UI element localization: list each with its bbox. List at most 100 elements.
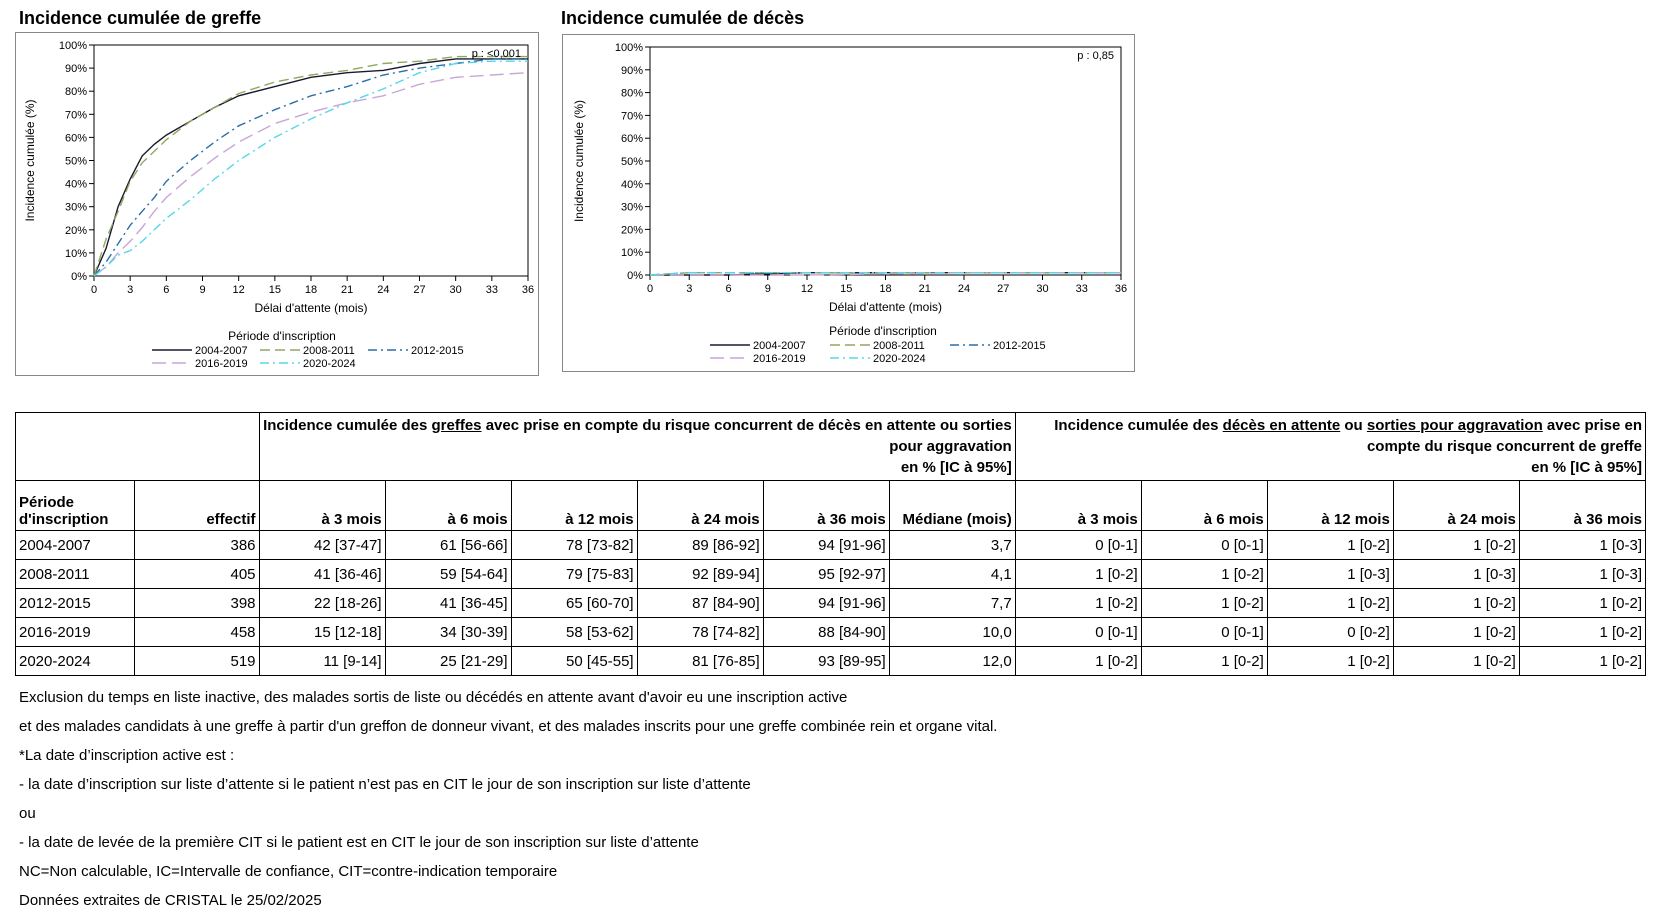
column-header: à 36 mois — [762, 480, 890, 531]
footnote-line: ou — [19, 805, 36, 822]
table-cell: 12,0 — [888, 646, 1016, 676]
y-tick-label: 50% — [621, 156, 643, 168]
x-tick-label: 9 — [765, 283, 771, 295]
table-cell: 1 [0-2] — [1140, 588, 1268, 618]
series-line — [93, 72, 529, 277]
column-header: à 24 mois — [636, 480, 764, 531]
table-cell: 41 [36-46] — [258, 559, 386, 589]
group1-text-underlined: greffes — [431, 417, 482, 434]
table-cell: 1 [0-2] — [1014, 588, 1142, 618]
group1-unit: en % [IC à 95%] — [900, 459, 1012, 476]
table-cell: 1 [0-2] — [1140, 646, 1268, 676]
x-tick-label: 3 — [127, 284, 133, 296]
table-cell: 22 [18-26] — [258, 588, 386, 618]
group1-text-post: avec prise en compte du risque concurren… — [481, 417, 1012, 455]
table-cell: 1 [0-2] — [1518, 646, 1647, 676]
x-axis-label: Délai d'attente (mois) — [254, 301, 367, 315]
y-tick-label: 20% — [65, 225, 87, 237]
table-row: 2020-2024 519 11 [9-14] 25 [21-29] 50 [45-55… — [15, 646, 1647, 676]
column-header: effectif — [133, 480, 260, 531]
legend-entry: 2020-2024 — [303, 358, 356, 370]
x-tick-label: 12 — [801, 283, 813, 295]
table-cell: 89 [86-92] — [636, 530, 764, 560]
group2-text-underlined-2: sorties pour aggravation — [1366, 417, 1543, 434]
y-tick-label: 90% — [621, 65, 643, 77]
table-cell: 78 [73-82] — [510, 530, 638, 560]
row-period-cell: 2020-2024 — [15, 646, 135, 676]
table-row: 2008-2011 405 41 [36-46] 59 [54-64] 79 [75-8… — [15, 559, 1647, 589]
group-header-deces: Incidence cumulée des décès en attente o… — [1014, 412, 1647, 481]
table-cell: 1 [0-2] — [1266, 646, 1394, 676]
chart-greffe: 0% 10% 20% 30% 40% 50% 60% 70% 80% 90% 100% 0 3 6 9 12 1… — [15, 32, 539, 376]
column-header: à 24 mois — [1392, 480, 1520, 531]
x-tick-label: 27 — [997, 283, 1009, 295]
results-table: Incidence cumulée des greffes avec prise… — [15, 412, 1647, 676]
x-tick-label: 27 — [413, 284, 425, 296]
y-tick-label: 100% — [615, 42, 643, 54]
table-cell: 458 — [133, 617, 260, 647]
table-cell: 50 [45-55] — [510, 646, 638, 676]
y-tick-label: 60% — [621, 133, 643, 145]
y-tick-label: 60% — [65, 132, 87, 144]
table-cell: 0 [0-1] — [1014, 530, 1142, 560]
group2-text-mid: ou — [1340, 417, 1367, 434]
x-tick-label: 21 — [341, 284, 353, 296]
x-tick-label: 30 — [450, 284, 462, 296]
series-line — [93, 55, 528, 277]
table-cell: 87 [84-90] — [636, 588, 764, 618]
table-cell: 81 [76-85] — [636, 646, 764, 676]
table-cell: 1 [0-2] — [1014, 646, 1142, 676]
table-cell: 34 [30-39] — [384, 617, 512, 647]
table-cell: 3,7 — [888, 530, 1016, 560]
x-tick-label: 33 — [486, 284, 498, 296]
table-cell: 78 [74-82] — [636, 617, 764, 647]
y-tick-label: 40% — [65, 179, 87, 191]
y-tick-label: 30% — [65, 202, 87, 214]
series-line — [93, 58, 528, 277]
footnotes: Exclusion du temps en liste inactive, de… — [19, 683, 997, 915]
table-cell: 92 [89-94] — [636, 559, 764, 589]
y-tick-label: 50% — [65, 156, 87, 168]
group2-unit: en % [IC à 95%] — [1531, 459, 1642, 476]
x-tick-label: 9 — [199, 284, 205, 296]
table-cell: 1 [0-2] — [1392, 530, 1520, 560]
y-tick-label: 0% — [71, 271, 87, 283]
x-axis-label: Délai d'attente (mois) — [829, 300, 942, 314]
column-header: à 36 mois — [1518, 480, 1647, 531]
table-cell: 4,1 — [888, 559, 1016, 589]
table-cell: 58 [53-62] — [510, 617, 638, 647]
column-header: à 3 mois — [1014, 480, 1142, 531]
table-row: 2016-2019 458 15 [12-18] 34 [30-39] 58 [53-6… — [15, 617, 1647, 647]
table-cell: 1 [0-2] — [1014, 559, 1142, 589]
x-tick-label: 18 — [879, 283, 891, 295]
p-value-annotation: p : <0,001 — [472, 48, 521, 60]
chart-title-deces: Incidence cumulée de décès — [561, 8, 805, 28]
table-cell: 1 [0-2] — [1518, 588, 1647, 618]
table-cell: 94 [91-96] — [762, 588, 890, 618]
x-tick-label: 0 — [647, 283, 653, 295]
table-cell: 61 [56-66] — [384, 530, 512, 560]
footnote-line: - la date d’inscription sur liste d’atte… — [19, 776, 751, 793]
x-tick-label: 0 — [91, 284, 97, 296]
table-cell: 1 [0-3] — [1392, 559, 1520, 589]
column-header: Période d'inscription — [15, 480, 135, 531]
x-tick-label: 24 — [377, 284, 389, 296]
table-cell: 25 [21-29] — [384, 646, 512, 676]
footnote-line: et des malades candidats à une greffe à … — [19, 718, 998, 735]
table-cell: 1 [0-2] — [1140, 559, 1268, 589]
legend-entry: 2016-2019 — [195, 358, 248, 370]
x-tick-label: 6 — [725, 283, 731, 295]
y-axis-label: Incidence cumulée (%) — [572, 100, 586, 222]
table-cell: 79 [75-83] — [510, 559, 638, 589]
legend-title: Période d'inscription — [228, 329, 336, 343]
y-tick-label: 10% — [621, 247, 643, 259]
y-axis-label: Incidence cumulée (%) — [23, 99, 37, 221]
table-cell: 386 — [133, 530, 260, 560]
table-group-header-row: Incidence cumulée des greffes avec prise… — [15, 412, 1647, 481]
y-tick-label: 20% — [621, 224, 643, 236]
y-tick-label: 40% — [621, 179, 643, 191]
legend-title: Période d'inscription — [829, 324, 937, 338]
group2-text-pre: Incidence cumulée des — [1054, 417, 1223, 434]
y-tick-label: 90% — [65, 63, 87, 75]
table-row: 2012-2015 398 22 [18-26] 41 [36-45] 65 [60-7… — [15, 588, 1647, 618]
